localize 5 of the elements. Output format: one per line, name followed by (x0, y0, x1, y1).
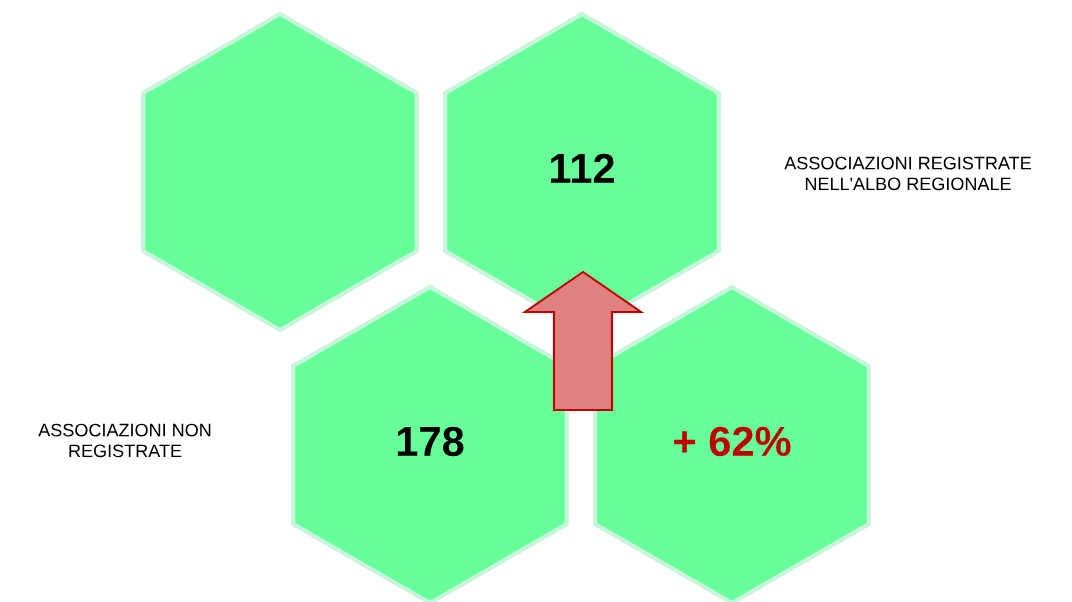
data-label: 112 (551, 153, 614, 183)
category-label: ASSOCIAZIONI NON REGISTRATE (38, 423, 211, 458)
text: + 62% (674, 426, 791, 457)
data-label: 178 (397, 426, 464, 457)
category-label: ASSOCIAZIONI REGISTRATE NELL'ALBO REGIONALE (784, 156, 1031, 191)
